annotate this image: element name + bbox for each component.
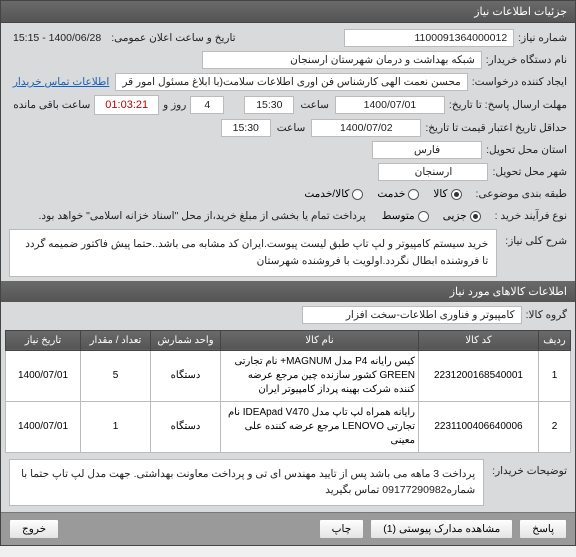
buyer-notes-text: پرداخت 3 ماهه می باشد پس از تایید مهندس …: [9, 459, 484, 507]
contact-link[interactable]: اطلاعات تماس خریدار: [13, 76, 109, 88]
process-note: پرداخت تمام یا بخشی از مبلغ خرید،از محل …: [39, 210, 366, 222]
cell: دستگاه: [151, 401, 221, 452]
col-header: واحد شمارش: [151, 330, 221, 350]
time-label-2: ساعت: [277, 122, 306, 134]
radio-service[interactable]: خدمت: [377, 188, 419, 200]
cell: 1: [539, 350, 571, 401]
cell: کیس رایانه P4 مدل MAGNUM+ نام تجارتی GRE…: [221, 350, 419, 401]
cell: 1400/07/01: [6, 350, 81, 401]
summary-label: شرح کلی نیاز:: [505, 229, 567, 247]
validity-time: 15:30: [221, 119, 271, 137]
table-row: 22231100406640006رایانه همراه لپ تاپ مدل…: [6, 401, 571, 452]
close-button[interactable]: خروج: [9, 519, 59, 539]
validity-label: حداقل تاریخ اعتبار قیمت تا تاریخ:: [425, 122, 567, 134]
radio-both-label: کالا/خدمت: [304, 188, 349, 200]
group-value: کامپیوتر و فناوری اطلاعات-سخت افزار: [302, 306, 522, 324]
col-header: کد کالا: [419, 330, 539, 350]
remain-label: ساعت باقی مانده: [13, 99, 90, 111]
cell: 2231200168540001: [419, 350, 539, 401]
radio-both[interactable]: کالا/خدمت: [304, 188, 363, 200]
deadline-time: 15:30: [244, 96, 294, 114]
cell: 5: [81, 350, 151, 401]
buyer-label: نام دستگاه خریدار:: [486, 54, 567, 66]
col-header: نام کالا: [221, 330, 419, 350]
creator-label: ایجاد کننده درخواست:: [472, 76, 567, 88]
category-label: طبقه بندی موضوعی:: [476, 188, 567, 200]
radio-dot-icon: [470, 211, 481, 222]
radio-service-label: خدمت: [377, 188, 405, 200]
province-label: استان محل تحویل:: [486, 144, 567, 156]
radio-goods-label: کالا: [433, 188, 447, 200]
process-label: نوع فرآیند خرید :: [495, 210, 567, 222]
deadline-date: 1400/07/01: [335, 96, 445, 114]
answer-button[interactable]: پاسخ: [519, 519, 567, 539]
items-table: ردیفکد کالانام کالاواحد شمارشتعداد / مقد…: [5, 330, 571, 453]
radio-medium[interactable]: متوسط: [382, 210, 429, 222]
creator-value: محسن نعمت الهی کارشناس فن اوری اطلاعات س…: [115, 73, 467, 91]
city-label: شهر محل تحویل:: [492, 166, 567, 178]
announce-label: تاریخ و ساعت اعلان عمومی:: [111, 32, 235, 44]
radio-dot-icon: [408, 189, 419, 200]
cell: دستگاه: [151, 350, 221, 401]
cell: رایانه همراه لپ تاپ مدل IDEApad V470 نام…: [221, 401, 419, 452]
need-no-label: شماره نیاز:: [518, 32, 567, 44]
buyer-notes-label: توضیحات خریدار:: [492, 459, 567, 477]
summary-text: خرید سیستم کامپیوتر و لپ تاپ طبق لیست پی…: [9, 229, 497, 277]
col-header: ردیف: [539, 330, 571, 350]
table-row: 12231200168540001کیس رایانه P4 مدل MAGNU…: [6, 350, 571, 401]
province-value: فارس: [372, 141, 482, 159]
days-label: روز و: [163, 99, 186, 111]
radio-partial[interactable]: جزیی: [443, 210, 481, 222]
group-label: گروه کالا:: [526, 309, 567, 321]
city-value: ارسنجان: [378, 163, 488, 181]
section-items-title: اطلاعات کالاهای مورد نیاز: [1, 281, 575, 302]
validity-date: 1400/07/02: [311, 119, 421, 137]
panel-title: جزئیات اطلاعات نیاز: [1, 1, 575, 23]
col-header: تاریخ نیاز: [6, 330, 81, 350]
cell: 1400/07/01: [6, 401, 81, 452]
radio-partial-label: جزیی: [443, 210, 467, 222]
cell: 1: [81, 401, 151, 452]
radio-dot-icon: [418, 211, 429, 222]
print-button[interactable]: چاپ: [319, 519, 365, 539]
need-no-value: 1100091364000012: [344, 29, 514, 47]
time-label-1: ساعت: [300, 99, 329, 111]
col-header: تعداد / مقدار: [81, 330, 151, 350]
attachments-button[interactable]: مشاهده مدارک پیوستی (1): [370, 519, 513, 539]
radio-dot-icon: [352, 189, 363, 200]
announce-value: 1400/06/28 - 15:15: [13, 32, 101, 44]
footer-toolbar: پاسخ مشاهده مدارک پیوستی (1) چاپ خروج: [1, 512, 575, 545]
radio-medium-label: متوسط: [382, 210, 415, 222]
buyer-value: شبکه بهداشت و درمان شهرستان ارسنجان: [202, 51, 482, 69]
days-remaining: 4: [190, 96, 224, 114]
deadline-label: مهلت ارسال پاسخ: تا تاریخ:: [449, 99, 567, 111]
cell: 2: [539, 401, 571, 452]
radio-goods[interactable]: کالا: [433, 188, 461, 200]
radio-dot-icon: [451, 189, 462, 200]
countdown-timer: 01:03:21: [94, 95, 159, 115]
cell: 2231100406640006: [419, 401, 539, 452]
